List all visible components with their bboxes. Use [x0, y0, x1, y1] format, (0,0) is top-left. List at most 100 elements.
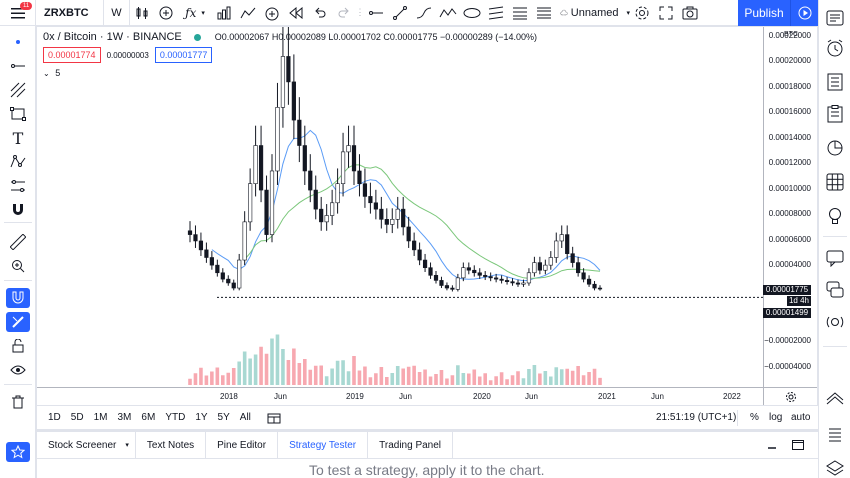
- alerts-clock-icon[interactable]: [825, 38, 845, 58]
- range-button-1y[interactable]: 1Y: [195, 412, 208, 423]
- volume-bar: [581, 375, 586, 385]
- layout-name-button[interactable]: Unnamed ▾: [556, 0, 630, 26]
- chart-pane[interactable]: [37, 25, 763, 387]
- rectangle-tool-icon[interactable]: [6, 104, 30, 124]
- hotlist-icon[interactable]: [825, 104, 845, 124]
- log-scale-toggle[interactable]: log: [769, 412, 783, 423]
- range-button-1m[interactable]: 1M: [93, 412, 108, 423]
- price-axis[interactable]: BTC 0.00022000 0.00020000 0.00018000 0.0001…: [763, 27, 817, 387]
- streams-broadcast-icon[interactable]: [825, 312, 845, 332]
- auto-scale-toggle[interactable]: auto: [791, 412, 811, 423]
- axis-settings-button[interactable]: [763, 387, 817, 405]
- curve-icon[interactable]: [412, 0, 436, 26]
- data-window-icon[interactable]: [825, 72, 845, 92]
- text-tool-icon[interactable]: T: [12, 128, 24, 148]
- pattern-tool-icon[interactable]: [6, 152, 30, 172]
- candle-body: [428, 267, 433, 276]
- buy-price-button[interactable]: 0.00001777: [154, 47, 213, 63]
- trend-line-icon[interactable]: [388, 0, 412, 26]
- tab-stock-screener[interactable]: Stock Screener ▾: [37, 432, 136, 458]
- volume-bar: [248, 358, 252, 385]
- publish-button[interactable]: Publish: [738, 0, 790, 26]
- order-panel-icon[interactable]: [825, 424, 845, 444]
- main-menu-button[interactable]: 11: [0, 0, 36, 26]
- layers-icon[interactable]: [825, 458, 845, 478]
- publish-options-button[interactable]: [790, 0, 818, 26]
- redo-icon[interactable]: [332, 0, 356, 26]
- bar-style-candles-icon[interactable]: [130, 0, 154, 26]
- settings-gear-icon[interactable]: [630, 0, 654, 26]
- range-button-6m[interactable]: 6M: [141, 412, 156, 423]
- chats-icon[interactable]: [825, 248, 845, 268]
- line-tool-icon[interactable]: [6, 56, 30, 76]
- candle-body: [412, 240, 417, 251]
- indicators-fx-icon[interactable]: ƒx ▾: [185, 5, 205, 20]
- range-button-5y[interactable]: 5Y: [217, 412, 230, 423]
- symbol-search-button[interactable]: ZRXBTC: [36, 0, 104, 26]
- utc-clock[interactable]: 21:51:19 (UTC+1): [656, 412, 737, 423]
- hide-drawings-eye-icon[interactable]: [6, 360, 30, 380]
- fullscreen-icon[interactable]: [654, 0, 678, 26]
- range-button-all[interactable]: All: [239, 412, 251, 423]
- maximize-panel-icon[interactable]: [788, 440, 808, 450]
- favorites-star-icon[interactable]: [6, 442, 30, 462]
- ellipse-icon[interactable]: [460, 0, 484, 26]
- bottom-panel: Stock Screener ▾ Text Notes Pine Editor …: [37, 431, 818, 478]
- ruler-icon[interactable]: [6, 232, 30, 252]
- interval-button[interactable]: W: [104, 0, 130, 26]
- time-axis[interactable]: 2018 Jun 2019 Jun 2020 Jun 2021 Jun 2022: [37, 387, 763, 405]
- date-range-bar: 1D 5D 1M 3M 6M YTD 1Y 5Y All 21:51:19 (UTC+1) % …: [37, 405, 818, 429]
- drag-handle-icon[interactable]: ⋮: [355, 7, 365, 17]
- prediction-tool-icon[interactable]: [6, 176, 30, 196]
- volume-bar: [259, 346, 263, 385]
- volume-bar: [576, 366, 580, 385]
- stay-in-drawing-mode-icon[interactable]: [6, 312, 30, 332]
- pitchfork-icon[interactable]: [532, 0, 556, 26]
- compare-add-icon[interactable]: [154, 0, 178, 26]
- horizontal-ray-icon[interactable]: [364, 0, 388, 26]
- trading-chevron-up-icon[interactable]: [825, 388, 845, 408]
- range-button-5d[interactable]: 5D: [70, 412, 84, 423]
- volume-bar: [292, 348, 296, 385]
- calendar-pie-icon[interactable]: [825, 138, 845, 158]
- fib-tool-icon[interactable]: [6, 80, 30, 100]
- undo-icon[interactable]: [308, 0, 332, 26]
- messages-icon[interactable]: [825, 280, 845, 300]
- symbol-title[interactable]: 0x / Bitcoin · 1W · BINANCE: [43, 31, 182, 43]
- price-chart[interactable]: [37, 25, 763, 387]
- ideas-grid-icon[interactable]: [825, 172, 845, 192]
- fib-retracement-icon[interactable]: [508, 0, 532, 26]
- percent-scale-toggle[interactable]: %: [750, 412, 759, 423]
- trash-icon[interactable]: [6, 392, 30, 412]
- tab-text-notes[interactable]: Text Notes: [136, 432, 207, 458]
- sell-price-button[interactable]: 0.00001774: [43, 47, 101, 63]
- price-tick-label: −0.00004000: [764, 361, 811, 371]
- tab-pine-editor[interactable]: Pine Editor: [206, 432, 279, 458]
- replay-icon[interactable]: [284, 0, 308, 26]
- tab-trading-panel[interactable]: Trading Panel: [368, 432, 454, 458]
- line-chart-icon[interactable]: [236, 0, 260, 26]
- lock-drawings-icon[interactable]: [6, 336, 30, 356]
- zoom-in-icon[interactable]: [6, 256, 30, 276]
- range-button-1d[interactable]: 1D: [48, 412, 61, 423]
- candle-body: [209, 257, 214, 266]
- parallel-channel-icon[interactable]: [484, 0, 508, 26]
- volume-bar: [308, 369, 313, 385]
- snapshot-camera-icon[interactable]: [678, 0, 702, 26]
- magnet-mode-icon[interactable]: [6, 288, 30, 308]
- range-button-3m[interactable]: 3M: [117, 412, 132, 423]
- indicators-toggle[interactable]: ⌄ 5: [43, 68, 60, 78]
- range-button-ytd[interactable]: YTD: [165, 412, 186, 423]
- crosshair-dot-icon[interactable]: [6, 32, 30, 52]
- price-tick-label: 0.00014000: [768, 132, 811, 142]
- alert-add-icon[interactable]: [260, 0, 284, 26]
- candle-body: [242, 221, 247, 261]
- tab-strategy-tester[interactable]: Strategy Tester: [278, 432, 369, 458]
- minimize-panel-icon[interactable]: [762, 440, 782, 450]
- goto-date-calendar-icon[interactable]: [264, 412, 284, 424]
- bar-chart-icon[interactable]: [212, 0, 236, 26]
- polyline-icon[interactable]: [436, 0, 460, 26]
- magnet-icon[interactable]: [6, 200, 30, 220]
- lightbulb-icon[interactable]: [825, 206, 845, 226]
- watchlist-icon[interactable]: [825, 8, 845, 28]
